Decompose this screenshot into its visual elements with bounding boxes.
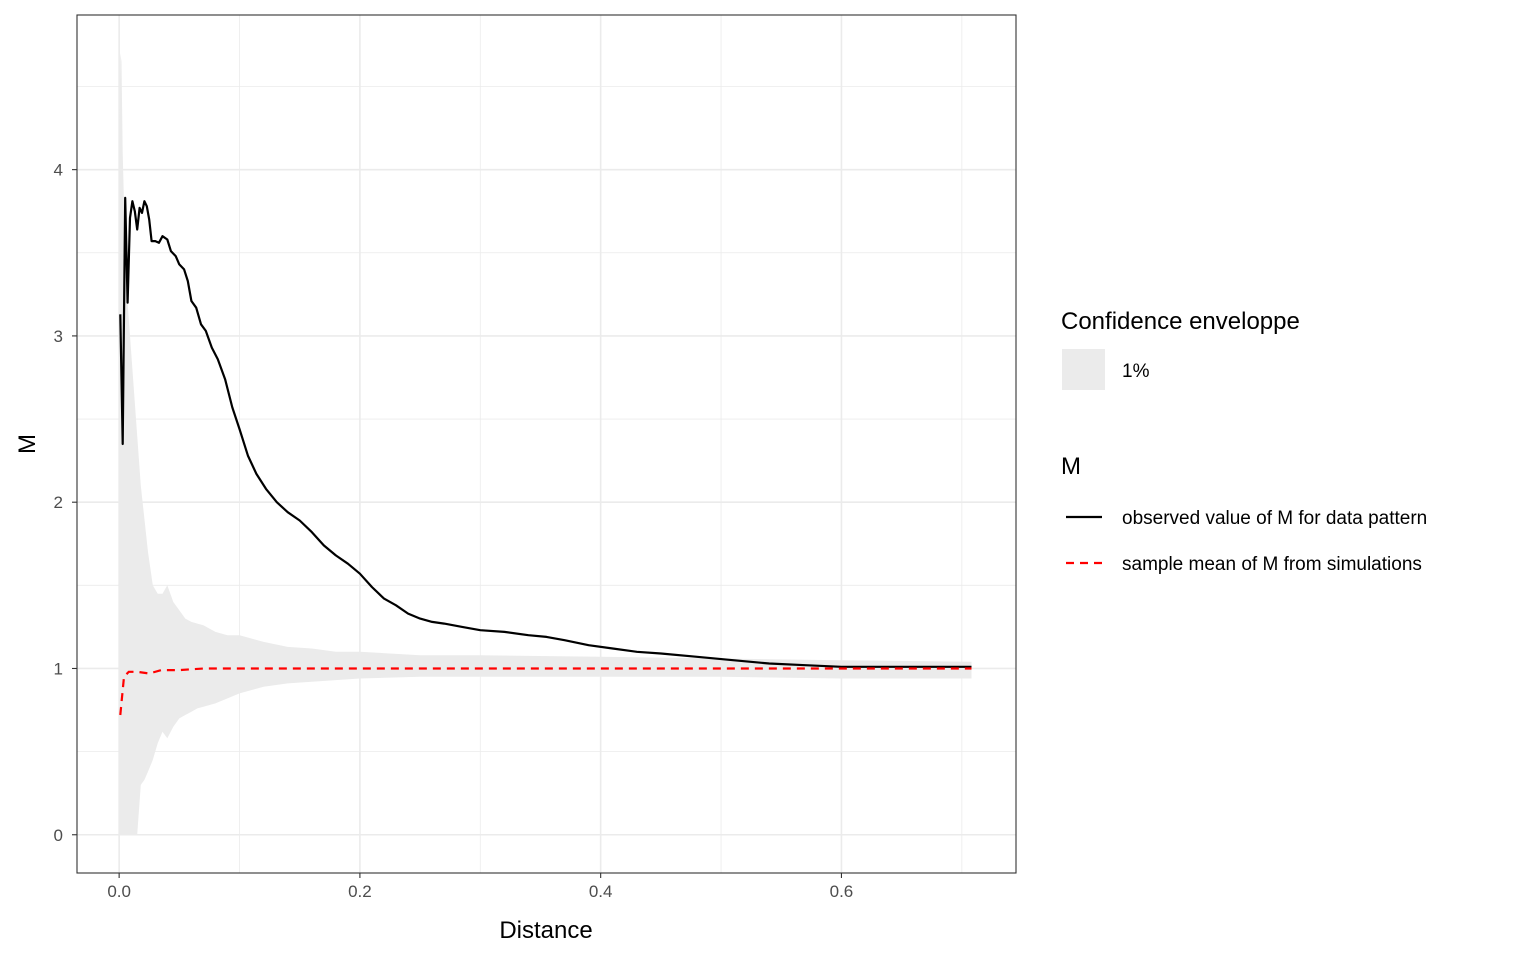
y-tick-label: 3: [54, 327, 63, 346]
y-axis-title: M: [14, 434, 41, 454]
legend-lines-title: M: [1061, 453, 1081, 480]
legend-mean-label: sample mean of M from simulations: [1122, 554, 1422, 575]
legend: Confidence enveloppe 1% M observed value…: [1061, 308, 1427, 575]
series-line-mean: [119, 667, 972, 716]
series-line-observed: [119, 196, 972, 668]
x-tick-label: 0.6: [830, 882, 854, 901]
y-tick-label: 4: [54, 161, 63, 180]
y-tick-label: 1: [54, 659, 63, 678]
y-tick-label: 0: [54, 826, 63, 845]
y-tick-label: 2: [54, 493, 63, 512]
axes: 0.0 0.2 0.4 0.6 0 1 2 3 4: [54, 161, 854, 901]
x-axis-title: Distance: [499, 917, 592, 944]
panel-border: [76, 14, 1017, 874]
plot-marks: [119, 53, 972, 835]
grid-minor: [77, 15, 1016, 873]
legend-observed-label: observed value of M for data pattern: [1122, 508, 1427, 529]
legend-envelope-key: [1062, 349, 1105, 390]
x-tick-label: 0.2: [348, 882, 372, 901]
x-tick-label: 0.0: [107, 882, 131, 901]
legend-envelope-label: 1%: [1122, 361, 1150, 382]
x-tick-label: 0.4: [589, 882, 613, 901]
legend-envelope-title: Confidence enveloppe: [1061, 308, 1300, 335]
